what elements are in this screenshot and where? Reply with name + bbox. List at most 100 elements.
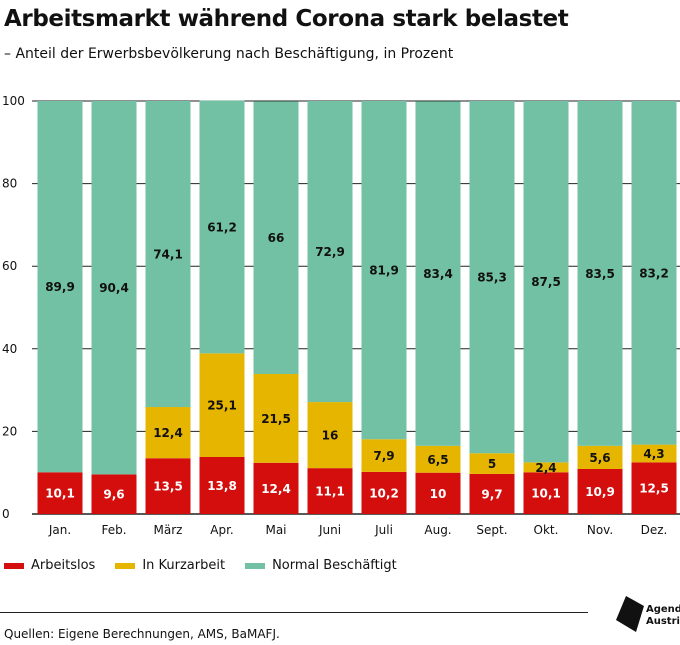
data-label: 6,5 <box>427 453 448 467</box>
x-tick-label: März <box>154 523 183 537</box>
bar-segment <box>631 444 677 463</box>
x-tick-label: Dez. <box>641 523 668 537</box>
bar-segment <box>469 453 515 474</box>
bar-segment <box>415 472 461 514</box>
bar-segment <box>145 407 191 459</box>
x-tick-label: Nov. <box>587 523 613 537</box>
bar-segment <box>37 101 83 473</box>
data-label: 4,3 <box>643 447 664 461</box>
data-label: 72,9 <box>315 245 345 259</box>
legend-swatch-normal <box>245 562 266 569</box>
chart-subtitle: – Anteil der Erwerbsbevölkerung nach Bes… <box>4 46 454 62</box>
data-label: 81,9 <box>369 264 399 278</box>
data-label: 5,6 <box>589 451 610 465</box>
bar-segment <box>361 101 407 440</box>
legend-item-kurzarbeit: In Kurzarbeit <box>115 558 225 573</box>
x-tick-label: Aug. <box>424 523 451 537</box>
bar-segment <box>37 472 83 514</box>
bar-segment <box>145 458 191 514</box>
x-tick-label: Juni <box>318 523 341 537</box>
chart-title: Arbeitsmarkt während Corona stark belast… <box>4 6 569 32</box>
bar-segment <box>415 101 461 446</box>
data-label: 2,4 <box>535 461 556 475</box>
bar-segment <box>361 471 407 514</box>
data-label: 7,9 <box>373 449 394 463</box>
data-label: 89,9 <box>45 280 75 294</box>
data-label: 10,1 <box>531 487 561 501</box>
legend: Arbeitslos In Kurzarbeit Normal Beschäft… <box>4 558 417 573</box>
legend-label-arbeitslos: Arbeitslos <box>31 558 96 573</box>
y-tick-label: 40 <box>2 342 17 356</box>
bar-segment <box>577 445 623 469</box>
bar-segment <box>199 353 245 458</box>
y-tick-label: 20 <box>2 424 17 438</box>
data-label: 83,4 <box>423 267 453 281</box>
data-label: 85,3 <box>477 271 507 285</box>
bar-segment <box>361 439 407 472</box>
legend-item-arbeitslos: Arbeitslos <box>4 558 95 573</box>
bar-segment <box>523 101 569 463</box>
data-label: 10,2 <box>369 486 399 500</box>
data-label: 61,2 <box>207 220 237 234</box>
bar-segment <box>631 462 677 514</box>
bar-segment <box>631 101 677 445</box>
agenda-austria-logo: Agenda Austria <box>614 592 680 642</box>
y-tick-label: 100 <box>2 94 25 108</box>
bar-segment <box>307 402 353 469</box>
legend-item-normal: Normal Beschäftigt <box>245 558 397 573</box>
data-label: 10,9 <box>585 485 615 499</box>
data-label: 10,1 <box>45 487 75 501</box>
logo-mark-icon <box>616 596 644 632</box>
bar-segment <box>253 373 299 463</box>
data-label: 12,5 <box>639 482 669 496</box>
bar-segment <box>145 101 191 408</box>
source-note: Quellen: Eigene Berechnungen, AMS, BaMAF… <box>4 627 280 641</box>
x-tick-label: Juli <box>374 523 393 537</box>
bar-segment <box>577 468 623 514</box>
bar-segment <box>469 101 515 454</box>
footer-divider <box>0 612 588 613</box>
legend-label-kurzarbeit: In Kurzarbeit <box>142 558 226 573</box>
data-label: 5 <box>488 457 496 471</box>
y-tick-label: 80 <box>2 177 17 191</box>
y-tick-label: 60 <box>2 259 17 273</box>
data-label: 83,2 <box>639 266 669 280</box>
bar-segment <box>415 445 461 473</box>
bar-segment <box>523 472 569 514</box>
data-label: 66 <box>268 231 285 245</box>
legend-swatch-kurzarbeit <box>115 562 136 569</box>
data-label: 9,7 <box>481 487 502 501</box>
bar-segment <box>91 101 137 475</box>
x-tick-label: Mai <box>265 523 286 537</box>
bar-segment <box>253 462 299 514</box>
logo-text-line1: Agenda <box>646 604 680 615</box>
data-label: 10 <box>430 487 447 501</box>
legend-swatch-arbeitslos <box>4 562 24 569</box>
x-tick-label: Jan. <box>48 523 71 537</box>
data-label: 9,6 <box>103 488 124 502</box>
bar-segment <box>253 101 299 374</box>
y-tick-label: 0 <box>2 507 10 521</box>
bar-segment <box>523 462 569 473</box>
bar-segment <box>307 101 353 403</box>
bar-segment <box>577 101 623 446</box>
data-label: 11,1 <box>315 485 345 499</box>
legend-label-normal: Normal Beschäftigt <box>272 558 397 573</box>
data-label: 13,5 <box>153 480 183 494</box>
bar-segment <box>91 474 137 514</box>
data-label: 12,4 <box>153 426 183 440</box>
data-label: 87,5 <box>531 275 561 289</box>
logo-text-line2: Austria <box>646 616 680 627</box>
data-label: 25,1 <box>207 399 237 413</box>
bar-segment <box>307 468 353 514</box>
data-label: 21,5 <box>261 412 291 426</box>
data-label: 90,4 <box>99 281 129 295</box>
data-label: 13,8 <box>207 479 237 493</box>
data-label: 74,1 <box>153 248 183 262</box>
data-label: 12,4 <box>261 482 291 496</box>
x-tick-label: Sept. <box>476 523 507 537</box>
bar-segment <box>469 473 515 514</box>
bar-segment <box>199 457 245 514</box>
stacked-bar-chart: 0 20 40 60 80 100 10,1 89,9 Jan. 9,6 90,4 Feb. 13,5 1… <box>2 94 680 537</box>
x-tick-label: Apr. <box>210 523 233 537</box>
